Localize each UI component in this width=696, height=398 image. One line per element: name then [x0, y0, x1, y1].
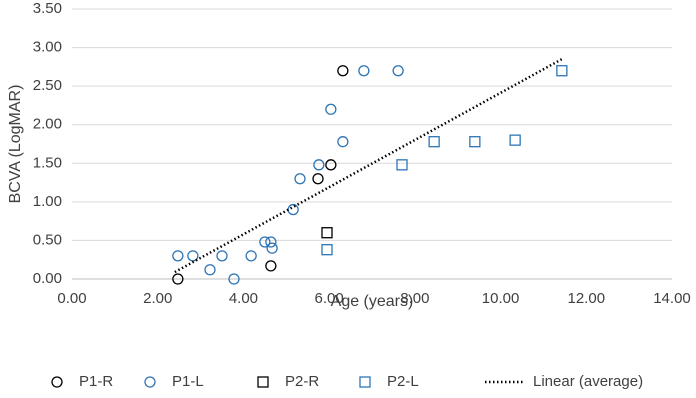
x-tick-label: 2.00 [143, 290, 172, 307]
point [265, 260, 277, 272]
legend-label: Linear (average) [533, 373, 643, 390]
point [216, 250, 228, 262]
y-tick-label: 0.50 [33, 231, 62, 248]
point [321, 244, 333, 256]
point [337, 65, 349, 77]
point [172, 273, 184, 285]
point [265, 236, 277, 248]
x-tick-label: 14.00 [653, 290, 691, 307]
x-tick-label: 6.00 [315, 290, 344, 307]
point [259, 236, 271, 248]
point [509, 134, 521, 146]
y-tick-label: 0.00 [33, 270, 62, 287]
point [325, 103, 337, 115]
trend-line [174, 58, 563, 274]
point [556, 65, 568, 77]
y-tick-label: 1.50 [33, 154, 62, 171]
point [358, 65, 370, 77]
x-tick-label: 0.00 [57, 290, 86, 307]
point [396, 159, 408, 171]
legend-label: P2-R [285, 373, 319, 390]
y-tick-label: 1.00 [33, 193, 62, 210]
point [312, 173, 324, 185]
point [337, 136, 349, 148]
x-tick-label: 8.00 [400, 290, 429, 307]
point [469, 136, 481, 148]
point [287, 203, 299, 216]
point [392, 65, 404, 77]
x-tick-label: 4.00 [229, 290, 258, 307]
legend-label: P1-R [79, 373, 113, 390]
point [172, 250, 184, 262]
legend-label: P1-L [172, 373, 204, 390]
point [266, 242, 278, 254]
point [294, 173, 306, 185]
point [313, 159, 325, 171]
point [245, 250, 257, 262]
x-axis-title: Age (years) [331, 293, 414, 310]
point [204, 264, 216, 276]
legend-marker [359, 376, 371, 388]
y-tick-label: 2.00 [33, 116, 62, 133]
x-tick-label: 12.00 [568, 290, 606, 307]
point [428, 136, 440, 148]
x-tick-label: 10.00 [482, 290, 520, 307]
point [228, 273, 240, 285]
y-axis-title: BCVA (LogMAR) [7, 85, 24, 204]
point [321, 227, 333, 239]
legend-marker [51, 376, 63, 388]
y-tick-label: 3.50 [33, 0, 62, 17]
y-tick-label: 2.50 [33, 77, 62, 94]
legend-label: P2-L [387, 373, 419, 390]
y-tick-label: 3.00 [33, 39, 62, 56]
point [325, 159, 337, 171]
legend-marker [144, 376, 156, 388]
legend-marker [257, 376, 269, 388]
